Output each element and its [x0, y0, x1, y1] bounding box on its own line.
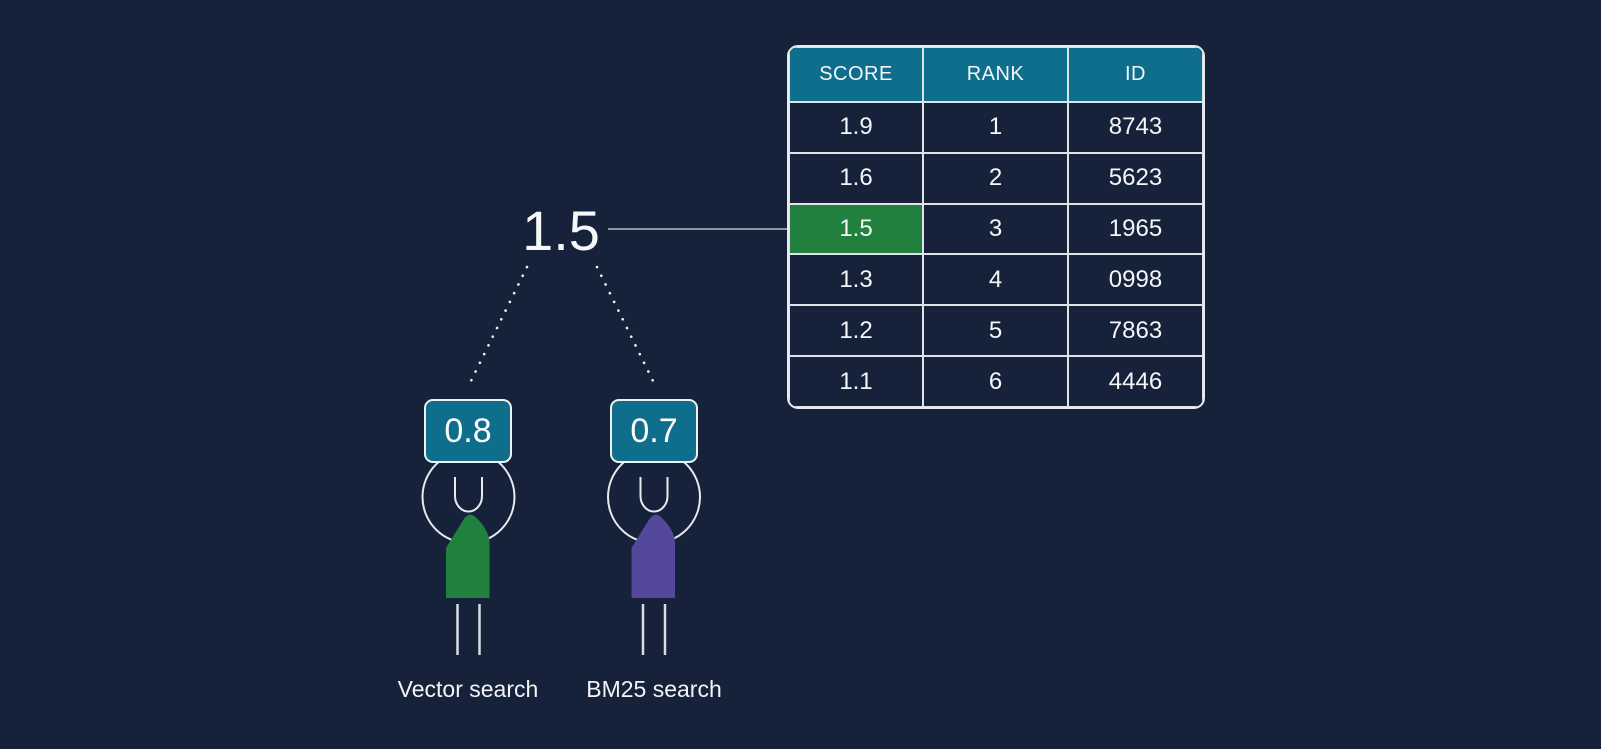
column-header-score: SCORE: [789, 47, 923, 102]
table-cell-id: 0998: [1068, 254, 1203, 306]
table-cell-rank: 2: [923, 152, 1068, 204]
table-cell-id: 1965: [1068, 203, 1203, 255]
column-header-id: ID: [1068, 47, 1203, 102]
table-cell-rank: 3: [923, 203, 1068, 255]
head-shape: [454, 477, 483, 513]
person-figure-vector: [421, 450, 516, 655]
table-cell-rank: 6: [923, 356, 1068, 407]
head-shape: [639, 477, 669, 513]
table-cell-rank: 1: [923, 102, 1068, 153]
table-cell-rank: 4: [923, 254, 1068, 306]
torso-shape: [446, 514, 490, 598]
table-cell-id: 8743: [1068, 102, 1203, 153]
table-cell-id: 4446: [1068, 356, 1203, 407]
table-cell-score: 1.9: [789, 102, 923, 153]
table-cell-score: 1.3: [789, 254, 923, 306]
table-cell-score: 1.2: [789, 305, 923, 357]
torso-shape: [631, 514, 675, 598]
dotted-line-right: [595, 265, 656, 385]
vector-score-box: 0.8: [424, 399, 512, 463]
bm25-score-box: 0.7: [610, 399, 698, 463]
table-cell-id: 7863: [1068, 305, 1203, 357]
column-header-rank: RANK: [923, 47, 1068, 102]
vector-search-label: Vector search: [397, 676, 539, 702]
bm25-search-label: BM25 search: [586, 676, 722, 702]
table-cell-score-highlighted: 1.5: [789, 203, 923, 255]
table-cell-rank: 5: [923, 305, 1068, 357]
table-cell-id: 5623: [1068, 152, 1203, 204]
dotted-line-left: [468, 265, 529, 385]
table-cell-score: 1.1: [789, 356, 923, 407]
results-table: SCORE RANK ID 1.9 1 8743 1.6 2 5623 1.5 …: [787, 45, 1205, 409]
table-cell-score: 1.6: [789, 152, 923, 204]
person-figure-bm25: [607, 450, 701, 655]
fused-score-value: 1.5: [522, 199, 600, 262]
